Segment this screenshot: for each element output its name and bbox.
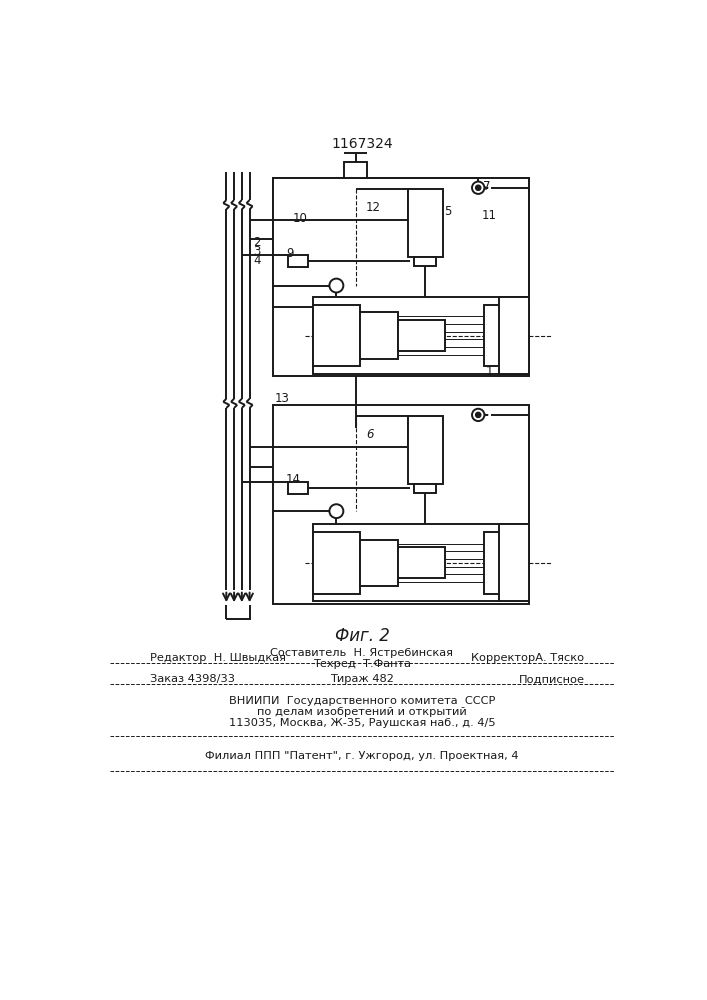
Text: 2: 2 [253, 235, 261, 248]
Text: 1167324: 1167324 [331, 137, 393, 151]
Text: Фиг. 2: Фиг. 2 [334, 627, 390, 645]
Text: Составитель  Н. Ястребинская: Составитель Н. Ястребинская [271, 648, 453, 658]
Bar [414, 484, 436, 493]
Bar [398, 547, 445, 578]
Text: КорректорА. Тяско: КорректорА. Тяско [472, 653, 585, 663]
Text: Тираж 482: Тираж 482 [330, 674, 394, 684]
Bar [313, 532, 360, 594]
Bar [288, 482, 308, 494]
Text: 5: 5 [444, 205, 452, 218]
Bar [360, 540, 398, 586]
Bar [344, 162, 368, 178]
Bar [313, 297, 529, 374]
Circle shape [476, 413, 481, 417]
Circle shape [472, 409, 484, 421]
Text: Подписное: Подписное [518, 674, 585, 684]
Text: по делам изобретений и открытий: по делам изобретений и открытий [257, 707, 467, 717]
Text: 10: 10 [292, 212, 307, 225]
Bar [398, 320, 445, 351]
Text: 9: 9 [286, 247, 293, 260]
Text: Техред  Т.Фанта: Техред Т.Фанта [313, 659, 411, 669]
Bar [408, 416, 443, 484]
Text: 14: 14 [286, 473, 301, 486]
Bar [484, 532, 522, 594]
Bar [313, 524, 529, 601]
Text: 3: 3 [253, 245, 261, 258]
Text: 113035, Москва, Ж-35, Раушская наб., д. 4/5: 113035, Москва, Ж-35, Раушская наб., д. … [228, 718, 496, 728]
Bar [360, 312, 398, 359]
Text: 7: 7 [483, 180, 491, 193]
Text: 13: 13 [274, 392, 289, 405]
Text: 4: 4 [253, 254, 261, 267]
Bar [484, 305, 522, 366]
Bar [273, 178, 529, 376]
Bar [288, 255, 308, 267]
Bar [499, 297, 529, 374]
Text: 12: 12 [366, 201, 381, 214]
Text: 1: 1 [486, 365, 493, 378]
Circle shape [472, 182, 484, 194]
Circle shape [476, 185, 481, 190]
Text: Филиал ППП "Патент", г. Ужгород, ул. Проектная, 4: Филиал ППП "Патент", г. Ужгород, ул. Про… [205, 751, 519, 761]
Text: 6: 6 [366, 428, 373, 441]
Text: Заказ 4398/33: Заказ 4398/33 [151, 674, 235, 684]
Bar [408, 189, 443, 257]
Bar [499, 524, 529, 601]
Text: 11: 11 [482, 209, 497, 222]
Text: Редактор  Н. Швыдкая: Редактор Н. Швыдкая [151, 653, 286, 663]
Bar [414, 257, 436, 266]
Bar [313, 305, 360, 366]
Bar [273, 405, 529, 604]
Circle shape [329, 279, 344, 292]
Text: ВНИИПИ  Государственного комитета  СССР: ВНИИПИ Государственного комитета СССР [229, 696, 495, 706]
Bar [273, 178, 529, 307]
Circle shape [329, 504, 344, 518]
